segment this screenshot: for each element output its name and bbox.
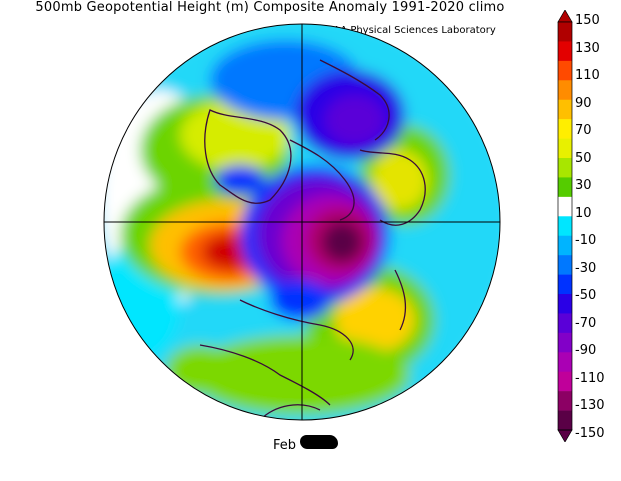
colorbar-swatch: [558, 352, 572, 373]
colorbar-swatch: [558, 22, 572, 42]
colorbar-tick-label: 50: [575, 150, 592, 166]
colorbar-swatch: [558, 196, 572, 217]
colorbar-tick-label: -130: [575, 398, 605, 414]
colorbar-tick-label: -150: [575, 426, 605, 441]
colorbar-tick-label: -30: [575, 260, 597, 276]
colorbar-border: [557, 21, 573, 431]
colorbar-swatch: [558, 235, 572, 256]
colorbar-tick-label: 10: [575, 205, 592, 221]
map-boundary: [103, 23, 501, 421]
colorbar-swatch: [558, 41, 572, 62]
colorbar-swatch: [558, 391, 572, 411]
colorbar-tick-label: -10: [575, 233, 597, 249]
colorbar-tick-label: 150: [575, 13, 600, 28]
colorbar-swatch: [558, 158, 572, 178]
colorbar-tick-label: 110: [575, 68, 600, 84]
colorbar-tick-label: -50: [575, 288, 597, 304]
credit-label: NOAA Physical Sciences Laboratory: [318, 25, 496, 36]
colorbar-swatch: [558, 80, 572, 101]
colorbar-swatch: [558, 60, 572, 81]
colorbar-swatch: [558, 274, 572, 295]
colorbar-swatch: [558, 332, 572, 353]
colorbar-swatch: [558, 294, 572, 314]
colorbar-bottom-arrow: [557, 429, 573, 442]
colorbar-tick-label: -110: [575, 370, 605, 386]
map-title: 500mb Geopotential Height (m) Composite …: [35, 0, 505, 15]
colorbar-swatch: [558, 216, 572, 237]
colorbar-top-arrow: [557, 10, 573, 23]
colorbar-swatch: [558, 177, 572, 198]
colorbar-tick-label: -70: [575, 315, 597, 331]
date-label: Feb: [273, 438, 297, 453]
colorbar-swatch: [558, 410, 572, 431]
colorbar-swatch: [558, 313, 572, 334]
colorbar-swatch: [558, 138, 572, 159]
colorbar-tick-label: 30: [575, 178, 592, 194]
colorbar-tick-label: 70: [575, 123, 592, 139]
colorbar-swatch: [558, 99, 572, 120]
colorbar-swatch: [558, 255, 572, 275]
colorbar-swatch: [558, 371, 572, 392]
redacted-mark: [300, 435, 338, 449]
colorbar-tick-label: 130: [575, 40, 600, 56]
colorbar: [557, 10, 573, 442]
land-outlines: [199, 59, 426, 420]
colorbar-tick-label: 90: [575, 95, 592, 111]
colorbar-swatch: [558, 119, 572, 139]
colorbar-tick-label: -90: [575, 343, 597, 359]
